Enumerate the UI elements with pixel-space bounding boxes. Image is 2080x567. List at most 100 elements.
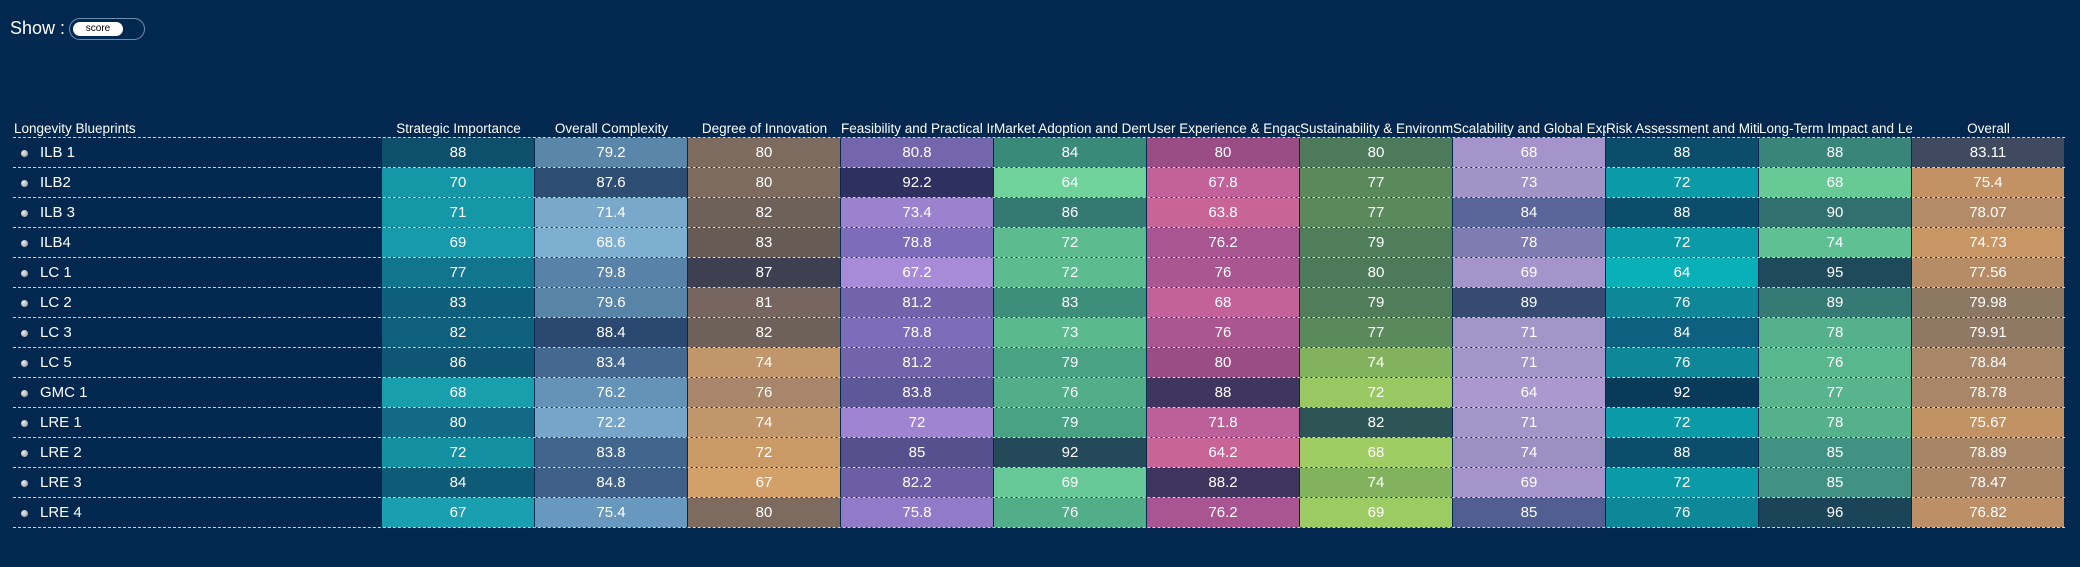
score-cell: 78 [1759,318,1912,347]
row-name-cell: LC 2 [13,288,382,317]
row-name: LRE 1 [40,414,82,431]
score-cell: 83.8 [535,438,688,467]
score-cell: 80 [1147,138,1300,167]
score-cell: 67.8 [1147,168,1300,197]
row-name-cell: ILB 1 [13,138,382,167]
score-cell: 88 [1759,138,1912,167]
row-name: LC 5 [40,354,72,371]
score-cell: 72 [994,258,1147,287]
score-cell: 71 [1453,348,1606,377]
score-cell: 68 [1300,438,1453,467]
table-row: LC 5 86 83.4 74 81.2 79 80 74 71 76 76 78.84 [13,348,2065,378]
score-cell: 77 [1300,318,1453,347]
score-cell: 73 [1453,168,1606,197]
score-cell: 76 [1606,348,1759,377]
score-cell: 82.2 [841,468,994,497]
score-cell: 74 [1300,468,1453,497]
score-cell: 92.2 [841,168,994,197]
score-cell: 72 [841,408,994,437]
score-cell: 67 [688,468,841,497]
column-header: Strategic Importance [396,121,521,136]
score-cell: 80.8 [841,138,994,167]
row-name: GMC 1 [40,384,88,401]
column-header: Overall [1967,121,2010,136]
score-cell: 79 [1300,228,1453,257]
score-cell: 81.2 [841,348,994,377]
row-name-cell: LRE 2 [13,438,382,467]
table-row: LC 2 83 79.6 81 81.2 83 68 79 89 76 89 79.98 [13,288,2065,318]
score-cell: 76 [994,498,1147,527]
bullet [21,149,28,157]
score-cell: 72 [994,228,1147,257]
score-cell: 76 [1147,318,1300,347]
score-cell: 79.98 [1912,288,2065,317]
score-cell: 76 [994,378,1147,407]
score-cell: 71.8 [1147,408,1300,437]
score-cell: 86 [382,348,535,377]
column-header: Overall Complexity [554,121,669,136]
show-label: Show : [10,18,66,38]
score-cell: 74 [1453,438,1606,467]
score-cell: 77 [1759,378,1912,407]
bullet [21,419,28,427]
score-cell: 81.2 [841,288,994,317]
row-header: Longevity Blueprints [14,121,136,136]
column-header: Degree of Innovation [701,121,828,136]
score-cell: 82 [688,198,841,227]
score-cell: 83 [688,228,841,257]
bullet [21,209,28,217]
table-row: LRE 2 72 83.8 72 85 92 64.2 68 74 88 85 78.89 [13,438,2065,468]
score-cell: 89 [1453,288,1606,317]
score-cell: 78.47 [1912,468,2065,497]
score-cell: 79.8 [535,258,688,287]
row-name-cell: ILB2 [13,168,382,197]
score-cell: 69 [1300,498,1453,527]
score-cell: 83 [382,288,535,317]
score-cell: 82 [1300,408,1453,437]
score-cell: 77.56 [1912,258,2065,287]
score-cell: 92 [1606,378,1759,407]
score-cell: 72 [1606,228,1759,257]
table-row: LRE 3 84 84.8 67 82.2 69 88.2 74 69 72 85 78.47 [13,468,2065,498]
bullet [21,329,28,337]
table-row: LRE 4 67 75.4 80 75.8 76 76.2 69 85 76 96 76.82 [13,498,2065,528]
score-cell: 85 [841,438,994,467]
score-cell: 64 [1453,378,1606,407]
bullet [21,179,28,187]
column-header: Feasibility and Practical Im [841,121,994,136]
score-cell: 85 [1759,438,1912,467]
score-cell: 76 [1147,258,1300,287]
score-cell: 84 [1606,318,1759,347]
score-cell: 69 [994,468,1147,497]
score-cell: 75.4 [1912,168,2065,197]
score-cell: 80 [1300,258,1453,287]
score-cell: 81 [688,288,841,317]
column-header: Sustainability & Environm [1300,121,1453,136]
score-cell: 80 [688,138,841,167]
score-cell: 72 [1606,168,1759,197]
bullet [21,239,28,247]
score-cell: 72 [382,438,535,467]
toggle-option[interactable]: score [73,22,123,36]
row-name: LRE 3 [40,474,82,491]
score-cell: 78.89 [1912,438,2065,467]
score-cell: 88 [1606,438,1759,467]
row-name-cell: LRE 3 [13,468,382,497]
score-cell: 88 [382,138,535,167]
score-cell: 76 [688,378,841,407]
bullet [21,359,28,367]
score-cell: 78.78 [1912,378,2065,407]
score-cell: 96 [1759,498,1912,527]
score-cell: 67.2 [841,258,994,287]
column-header: Scalability and Global Exp [1453,121,1606,136]
score-cell: 83.11 [1912,138,2065,167]
toggle[interactable]: score [69,18,145,40]
score-cell: 80 [1147,348,1300,377]
column-header: Long-Term Impact and Le [1759,121,1912,136]
row-name: ILB 3 [40,204,76,221]
score-cell: 70 [382,168,535,197]
score-cell: 72 [688,438,841,467]
score-cell: 69 [382,228,535,257]
score-cell: 78.8 [841,228,994,257]
score-cell: 76 [1606,288,1759,317]
